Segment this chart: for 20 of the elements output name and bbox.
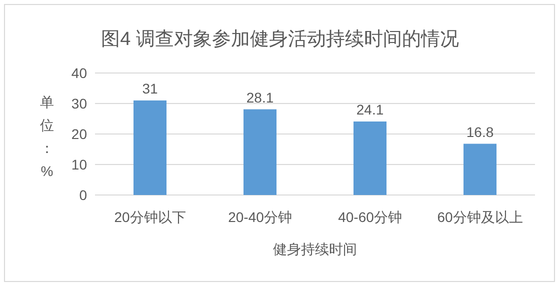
y-tick-label: 0 [79,187,88,203]
bar [354,121,386,195]
y-axis-title: 单位：% [40,94,54,179]
y-tick-label: 40 [71,65,88,81]
y-tick-label: 10 [71,156,88,172]
chart-title: 图4 调查对象参加健身活动持续时间的情况 [101,29,459,50]
x-axis-title: 健身持续时间 [273,241,357,257]
y-tick-label: 20 [71,126,88,142]
bar [464,144,496,195]
x-tick-label: 60分钟及以上 [437,209,523,225]
data-label: 24.1 [356,101,384,118]
x-tick-label: 20-40分钟 [228,209,292,225]
x-tick-label: 40-60分钟 [338,209,402,225]
bar [244,109,276,195]
data-label: 31 [142,80,158,96]
data-label: 28.1 [246,89,274,106]
bar [134,100,166,195]
y-tick-label: 30 [71,96,88,112]
data-label: 16.8 [466,124,494,140]
x-tick-label: 20分钟以下 [114,209,186,225]
